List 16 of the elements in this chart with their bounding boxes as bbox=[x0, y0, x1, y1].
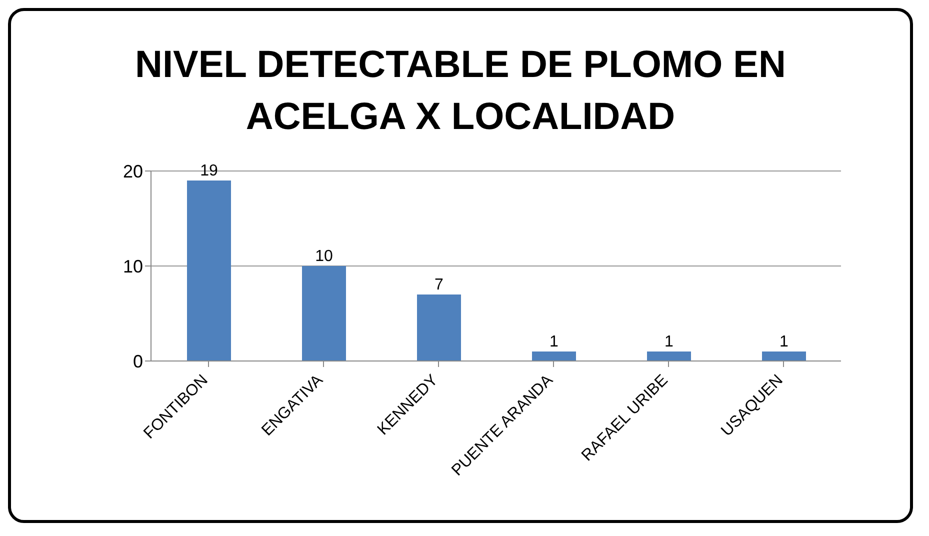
y-tick-label: 10 bbox=[122, 256, 143, 276]
data-label: 1 bbox=[780, 334, 789, 350]
data-label: 1 bbox=[550, 334, 559, 350]
bar bbox=[647, 352, 691, 361]
data-label: 7 bbox=[434, 276, 444, 294]
bar bbox=[417, 294, 461, 361]
data-label: 10 bbox=[315, 248, 333, 265]
data-label: 1 bbox=[664, 334, 674, 350]
y-tick-label: 20 bbox=[122, 161, 143, 182]
bar bbox=[532, 352, 576, 361]
data-label: 19 bbox=[200, 162, 218, 180]
bar bbox=[302, 266, 346, 361]
chart-title: NIVEL DETECTABLE DE PLOMO EN ACELGA X LOCALIDAD bbox=[134, 43, 787, 140]
bar bbox=[187, 180, 231, 361]
y-tick-label: 0 bbox=[132, 351, 143, 372]
bar bbox=[762, 352, 806, 361]
